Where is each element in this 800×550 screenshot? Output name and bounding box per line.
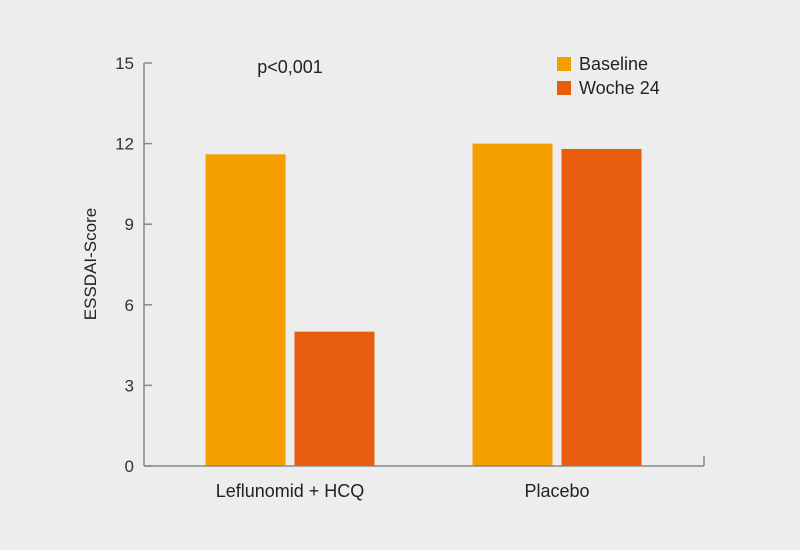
y-tick-label: 12 [115,135,134,154]
legend: Baseline Woche 24 [557,54,660,98]
x-category-label: Placebo [524,481,589,501]
bar-woche-24 [294,331,375,466]
legend-swatch [557,81,571,95]
x-category-label: Leflunomid + HCQ [216,481,365,501]
y-tick-label: 6 [125,296,134,315]
y-axis: 0 3 6 9 12 15 [115,54,152,476]
y-tick-label: 0 [125,457,134,476]
legend-label: Baseline [579,54,648,74]
y-tick-label: 15 [115,54,134,73]
y-tick-label: 3 [125,376,134,395]
bar-woche-24 [561,148,642,466]
y-axis-label: ESSDAI-Score [81,208,100,320]
y-tick-label: 9 [125,215,134,234]
annotations: p<0,001 [257,57,323,77]
bars [205,143,642,466]
legend-swatch [557,57,571,71]
bar-baseline [205,154,286,466]
legend-label: Woche 24 [579,78,660,98]
bar-baseline [472,143,553,466]
x-axis: Leflunomid + HCQ Placebo [144,456,705,501]
p-value-annotation: p<0,001 [257,57,323,77]
